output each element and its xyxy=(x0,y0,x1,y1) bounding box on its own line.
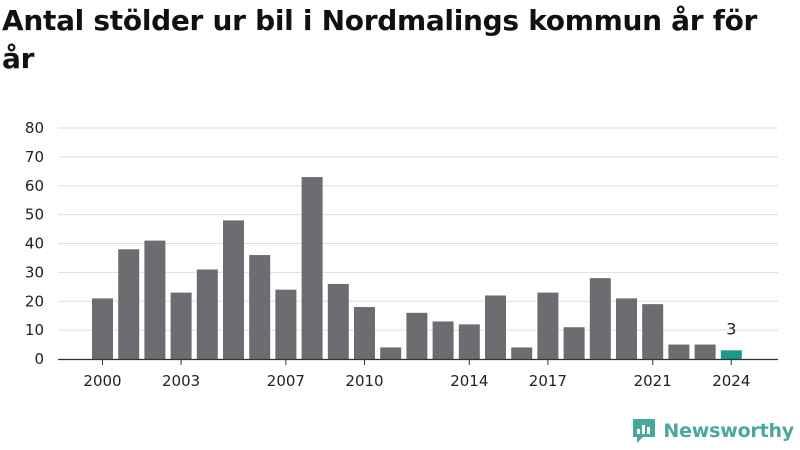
bar xyxy=(380,347,402,359)
bar xyxy=(668,344,690,359)
bar xyxy=(537,292,559,359)
x-tick-label: 2014 xyxy=(450,372,488,390)
y-axis-ticks: 0 10 20 30 40 50 60 70 80 xyxy=(25,119,44,368)
y-tick-label: 30 xyxy=(25,263,44,281)
bar xyxy=(563,327,585,359)
data-labels: 3 xyxy=(726,319,736,338)
bar xyxy=(642,304,664,359)
bar xyxy=(589,278,611,359)
bar xyxy=(223,220,244,359)
x-tick-label: 2007 xyxy=(267,372,305,390)
bar xyxy=(485,295,506,359)
y-tick-label: 80 xyxy=(25,119,44,137)
x-tick-label: 2021 xyxy=(634,372,672,390)
bar xyxy=(458,324,480,359)
y-tick-label: 40 xyxy=(25,235,44,253)
bar xyxy=(301,177,323,359)
bar xyxy=(511,347,533,359)
newsworthy-logo-text: Newsworthy xyxy=(663,420,794,442)
x-tick-label: 2010 xyxy=(345,372,383,390)
bars xyxy=(92,177,742,359)
newsworthy-logo: Newsworthy xyxy=(631,417,794,445)
bar xyxy=(144,240,166,359)
bar xyxy=(354,307,375,359)
bar xyxy=(327,283,349,359)
y-tick-label: 70 xyxy=(25,148,44,166)
bar xyxy=(249,255,271,359)
y-tick-label: 0 xyxy=(34,350,44,368)
x-axis-ticks: 2000 2003 2007 2010 2014 2017 2021 2024 xyxy=(83,360,750,390)
bar xyxy=(118,249,140,359)
bar xyxy=(432,321,454,359)
bar xyxy=(275,289,297,359)
bar xyxy=(406,312,428,359)
data-label: 3 xyxy=(726,319,736,338)
bar xyxy=(694,344,716,359)
x-tick-label: 2000 xyxy=(83,372,121,390)
y-tick-label: 50 xyxy=(25,206,44,224)
newsworthy-logo-icon xyxy=(633,419,656,443)
x-tick-label: 2017 xyxy=(529,372,567,390)
y-tick-label: 20 xyxy=(25,292,44,310)
x-tick-label: 2024 xyxy=(712,372,750,390)
x-tick-label: 2003 xyxy=(162,372,200,390)
bar xyxy=(170,292,192,359)
bar xyxy=(196,269,218,359)
bar xyxy=(616,298,637,359)
gridlines xyxy=(58,127,778,331)
bar xyxy=(92,298,113,359)
y-tick-label: 10 xyxy=(25,321,44,339)
chart-title: Antal stölder ur bil i Nordmalings kommu… xyxy=(2,4,758,75)
y-tick-label: 60 xyxy=(25,177,44,195)
bar-highlight xyxy=(720,350,742,359)
